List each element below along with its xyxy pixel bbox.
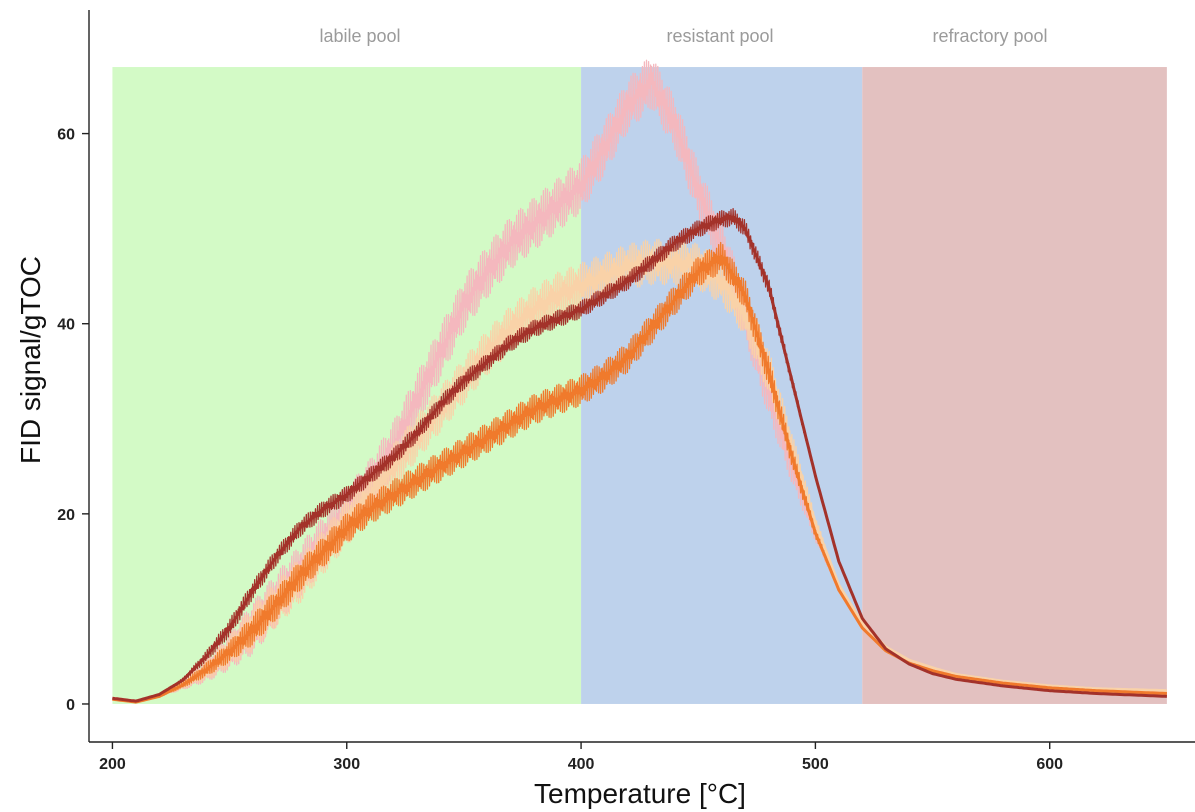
x-tick-label: 200 xyxy=(99,756,126,773)
y-tick-label: 20 xyxy=(57,507,75,524)
x-axis-title: Temperature [°C] xyxy=(534,778,746,809)
region-label-resistant-pool: resistant pool xyxy=(666,26,773,46)
y-tick-label: 0 xyxy=(66,697,75,714)
x-tick-label: 500 xyxy=(802,756,829,773)
series-core-line-4 xyxy=(112,215,1167,703)
x-tick-label: 400 xyxy=(568,756,595,773)
axes xyxy=(88,10,1195,743)
x-tick-label: 300 xyxy=(333,756,360,773)
region-labile-pool xyxy=(112,67,582,704)
y-axis-title: FID signal/gTOC xyxy=(15,256,46,464)
y-tick-label: 40 xyxy=(57,317,75,334)
series-core-line-3 xyxy=(112,255,1167,704)
region-refractory-pool xyxy=(862,67,1167,704)
y-tick-label: 60 xyxy=(57,127,75,144)
region-label-refractory-pool: refractory pool xyxy=(932,26,1047,46)
series-lines xyxy=(112,59,1168,704)
y-ticks: 0 20 40 60 xyxy=(57,127,89,714)
pool-regions xyxy=(112,67,1167,704)
region-label-labile-pool: labile pool xyxy=(319,26,400,46)
x-ticks: 200 300 400 500 600 xyxy=(99,742,1063,773)
x-tick-label: 600 xyxy=(1036,756,1063,773)
region-resistant-pool xyxy=(581,67,863,704)
pool-labels: labile pool resistant pool refractory pool xyxy=(319,26,1047,46)
